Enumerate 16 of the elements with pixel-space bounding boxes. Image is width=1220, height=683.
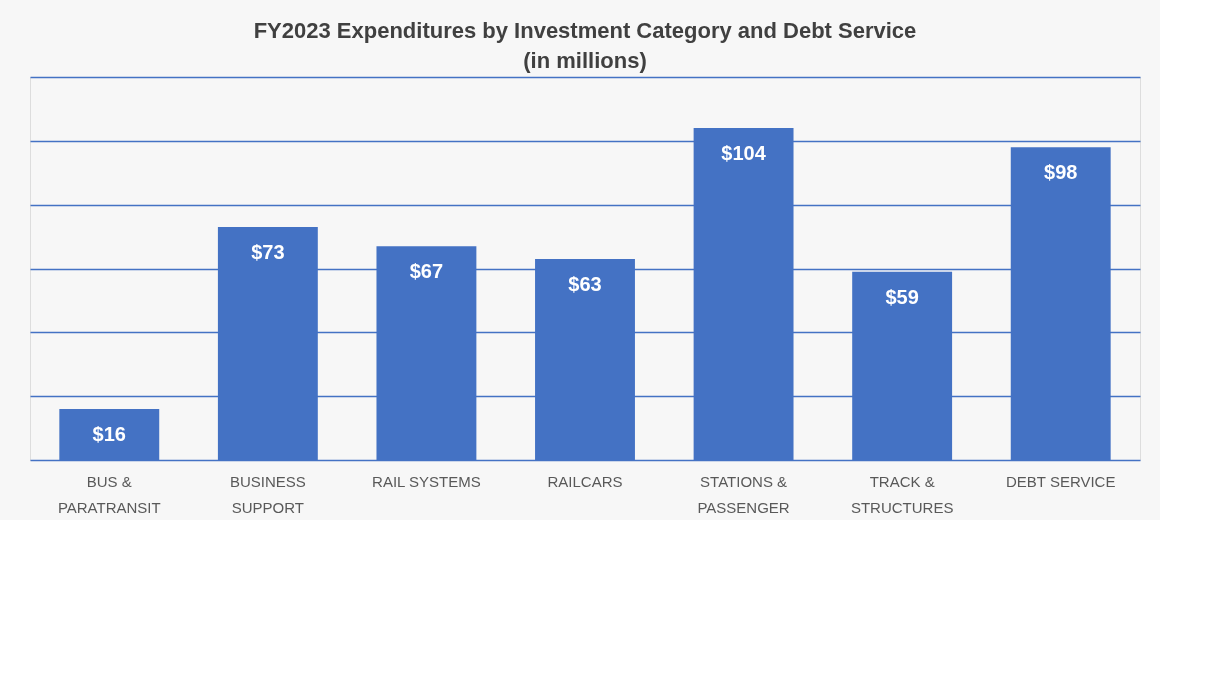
x-tick-label: BUSINESS SUPPORT [229,472,306,516]
data-label: $63 [568,272,602,295]
x-tick-label: RAILCARS [547,472,623,490]
data-label: $73 [251,241,285,264]
x-tick-label: BUS & PARATRANSIT [57,472,161,516]
x-tick-label: STATIONS & PASSENGER [697,472,790,516]
chart-title: FY2023 Expenditures by Investment Category and Debt Service [253,18,917,43]
data-label: $104 [721,142,767,165]
data-label: $16 [92,422,126,445]
data-label: $67 [409,260,444,283]
data-label: $59 [885,285,919,308]
x-tick-label: RAIL SYSTEMS [372,472,481,490]
chart-subtitle: (in millions) [523,48,647,73]
x-tick-label: DEBT SERVICE [1005,472,1116,490]
x-tick-label: TRACK & STRUCTURES [850,472,954,516]
data-label: $98 [1044,161,1078,184]
